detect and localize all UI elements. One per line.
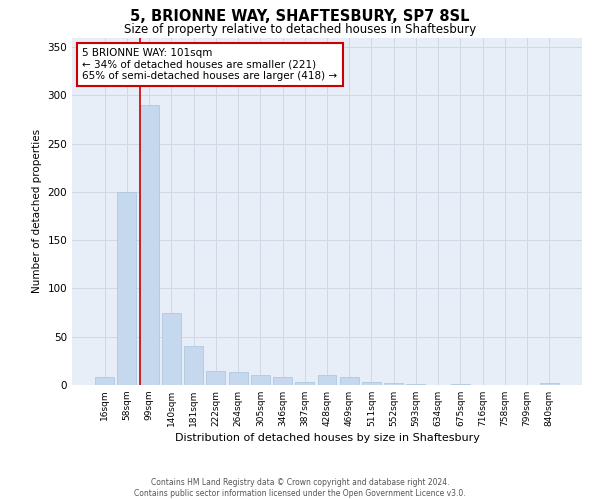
Bar — [362, 382, 381, 385]
Bar — [384, 383, 403, 385]
Bar — [95, 378, 114, 385]
Bar — [540, 383, 559, 385]
Bar — [406, 384, 425, 385]
Bar — [451, 384, 470, 385]
X-axis label: Distribution of detached houses by size in Shaftesbury: Distribution of detached houses by size … — [175, 433, 479, 443]
Text: 5, BRIONNE WAY, SHAFTESBURY, SP7 8SL: 5, BRIONNE WAY, SHAFTESBURY, SP7 8SL — [130, 9, 470, 24]
Bar — [118, 192, 136, 385]
Bar — [140, 105, 158, 385]
Bar — [229, 372, 248, 385]
Text: Contains HM Land Registry data © Crown copyright and database right 2024.
Contai: Contains HM Land Registry data © Crown c… — [134, 478, 466, 498]
Bar — [251, 376, 270, 385]
Bar — [340, 378, 359, 385]
Bar — [317, 376, 337, 385]
Bar — [206, 370, 225, 385]
Text: Size of property relative to detached houses in Shaftesbury: Size of property relative to detached ho… — [124, 24, 476, 36]
Bar — [184, 346, 203, 385]
Text: 5 BRIONNE WAY: 101sqm
← 34% of detached houses are smaller (221)
65% of semi-det: 5 BRIONNE WAY: 101sqm ← 34% of detached … — [82, 48, 337, 81]
Bar — [295, 382, 314, 385]
Bar — [273, 378, 292, 385]
Bar — [162, 312, 181, 385]
Y-axis label: Number of detached properties: Number of detached properties — [32, 129, 42, 294]
